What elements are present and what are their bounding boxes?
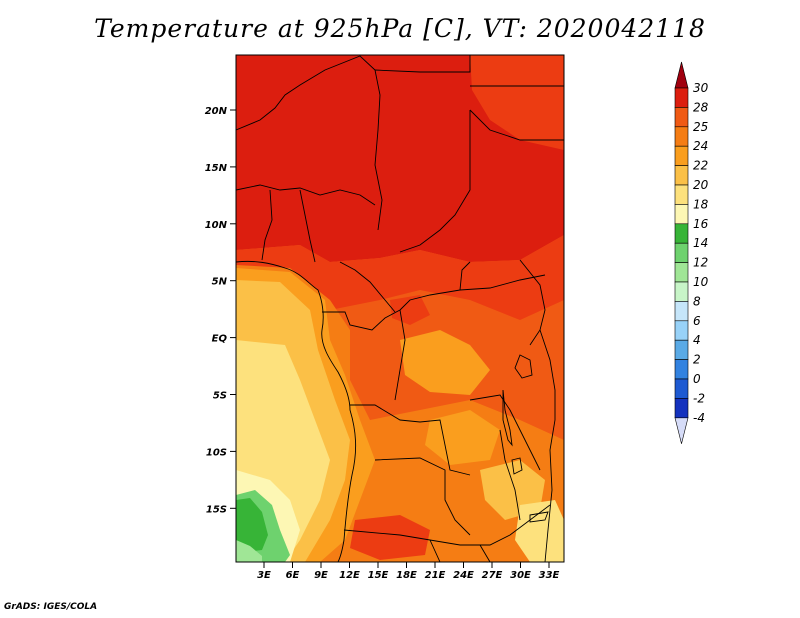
- colorbar-label: -2: [693, 391, 705, 405]
- colorbar-swatch: [674, 281, 689, 302]
- colorbar-swatch: [674, 87, 689, 108]
- colorbar-label: 10: [693, 275, 709, 289]
- colorbar-label: 18: [693, 197, 709, 211]
- lat-label: 5N: [212, 277, 228, 288]
- lon-label: 30E: [510, 570, 531, 581]
- colorbar-swatch: [674, 242, 689, 263]
- lon-label: 24E: [453, 570, 474, 581]
- colorbar-swatch: [674, 320, 689, 341]
- longitude-axis: 3E 6E 9E 12E 15E 18E 21E 24E 27E 30E 33E: [257, 562, 560, 581]
- colorbar-swatch: [674, 359, 689, 380]
- colorbar-swatch: [674, 107, 689, 128]
- colorbar-swatch: [674, 223, 689, 244]
- colorbar-label: 8: [693, 294, 701, 308]
- colorbar-label: 14: [693, 236, 708, 250]
- colorbar-swatch: [674, 301, 689, 322]
- lat-label: 10S: [206, 447, 227, 458]
- colorbar-swatch: [674, 184, 689, 205]
- colorbar-label: 4: [693, 333, 701, 347]
- colorbar-label: 12: [693, 256, 708, 270]
- colorbar-label: 22: [693, 159, 708, 173]
- lon-label: 12E: [339, 570, 360, 581]
- grads-credit: GrADS: IGES/COLA: [4, 602, 98, 612]
- lon-label: 33E: [539, 570, 560, 581]
- colorbar-swatch: [674, 339, 689, 360]
- lat-label: 20N: [205, 106, 228, 117]
- map-frame: [235, 54, 565, 563]
- colorbar-label: 6: [693, 314, 701, 328]
- colorbar-swatch: [674, 204, 689, 225]
- lon-label: 21E: [425, 570, 446, 581]
- colorbar-swatch: [674, 126, 689, 147]
- lon-label: 9E: [314, 570, 328, 581]
- lon-label: 27E: [482, 570, 503, 581]
- colorbar-swatch: [674, 378, 689, 399]
- latitude-axis: 20N 15N 10N 5N EQ 5S 10S 15S: [205, 106, 236, 515]
- colorbar-swatch: [674, 165, 689, 186]
- colorbar-swatch: [674, 262, 689, 283]
- colorbar-label: 30: [693, 81, 709, 95]
- lat-label: EQ: [212, 334, 228, 345]
- country-borders: [236, 55, 564, 562]
- colorbar-bottom-arrow: [674, 417, 689, 444]
- temperature-field: [236, 55, 564, 562]
- lat-label: 15N: [205, 163, 228, 174]
- colorbar-label: 24: [693, 139, 708, 153]
- lon-label: 6E: [286, 570, 300, 581]
- colorbar-label: -4: [693, 411, 705, 425]
- lon-label: 3E: [257, 570, 271, 581]
- colorbar-label: 20: [693, 178, 709, 192]
- lat-label: 10N: [205, 220, 228, 231]
- colorbar-top-arrow: [674, 61, 689, 89]
- map-title: Temperature at 925hPa [C], VT: 202004211…: [94, 14, 706, 43]
- colorbar-swatch: [674, 145, 689, 166]
- colorbar-label: 2: [693, 353, 701, 367]
- lat-label: 15S: [206, 504, 227, 515]
- colorbar-label: 28: [693, 100, 709, 114]
- lon-label: 15E: [368, 570, 389, 581]
- colorbar-label: 0: [693, 372, 701, 386]
- colorbar-label: 25: [693, 120, 708, 134]
- colorbar-label: 16: [693, 217, 709, 231]
- colorbar-swatch: [674, 398, 689, 419]
- lat-label: 5S: [213, 391, 227, 402]
- lon-label: 18E: [396, 570, 417, 581]
